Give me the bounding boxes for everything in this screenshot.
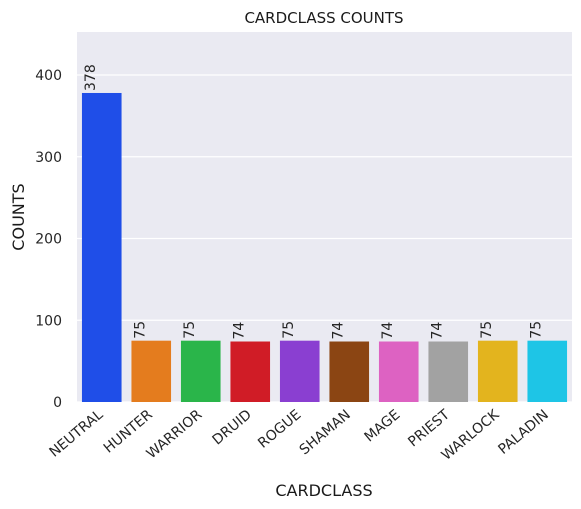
- data-labels: 378 75 75 74 75 74 74 74 75 75: [83, 64, 545, 339]
- data-label: 75: [479, 321, 495, 339]
- bar: [230, 341, 271, 402]
- bars: [81, 92, 568, 403]
- x-tick-label: WARRIOR: [144, 407, 206, 462]
- plot-area: [77, 32, 572, 402]
- x-tick-label: MAGE: [362, 407, 404, 446]
- x-tick-label: PALADIN: [495, 407, 551, 458]
- x-tick-label: DRUID: [210, 407, 255, 449]
- y-tick-label: 0: [53, 395, 62, 411]
- bar: [477, 340, 518, 402]
- x-tick-label: SHAMAN: [297, 407, 354, 459]
- y-tick-label: 200: [35, 232, 62, 248]
- data-label: 74: [330, 322, 346, 340]
- x-tick-label: PRIEST: [405, 407, 453, 451]
- data-label: 74: [429, 322, 445, 340]
- data-label: 75: [281, 321, 297, 339]
- y-tick-label: 100: [35, 313, 62, 329]
- x-axis-label: CARDCLASS: [275, 481, 372, 500]
- data-label: 378: [83, 64, 99, 91]
- data-label: 75: [132, 321, 148, 339]
- bar: [378, 341, 419, 402]
- bar: [428, 341, 469, 402]
- chart-title: CARDCLASS COUNTS: [244, 9, 403, 27]
- data-label: 74: [380, 322, 396, 340]
- y-axis-label: COUNTS: [9, 183, 28, 250]
- data-label: 75: [182, 321, 198, 339]
- bar: [279, 340, 320, 402]
- x-tick-label: NEUTRAL: [47, 407, 107, 461]
- bar: [180, 340, 221, 402]
- bar: [527, 340, 568, 402]
- bar: [329, 341, 370, 402]
- data-label: 75: [528, 321, 544, 339]
- y-tick-label: 300: [35, 150, 62, 166]
- data-label: 74: [231, 322, 247, 340]
- y-tick-labels: 0 100 200 300 400: [35, 68, 62, 411]
- y-tick-label: 400: [35, 68, 62, 84]
- bar: [81, 92, 122, 403]
- bar: [131, 340, 172, 402]
